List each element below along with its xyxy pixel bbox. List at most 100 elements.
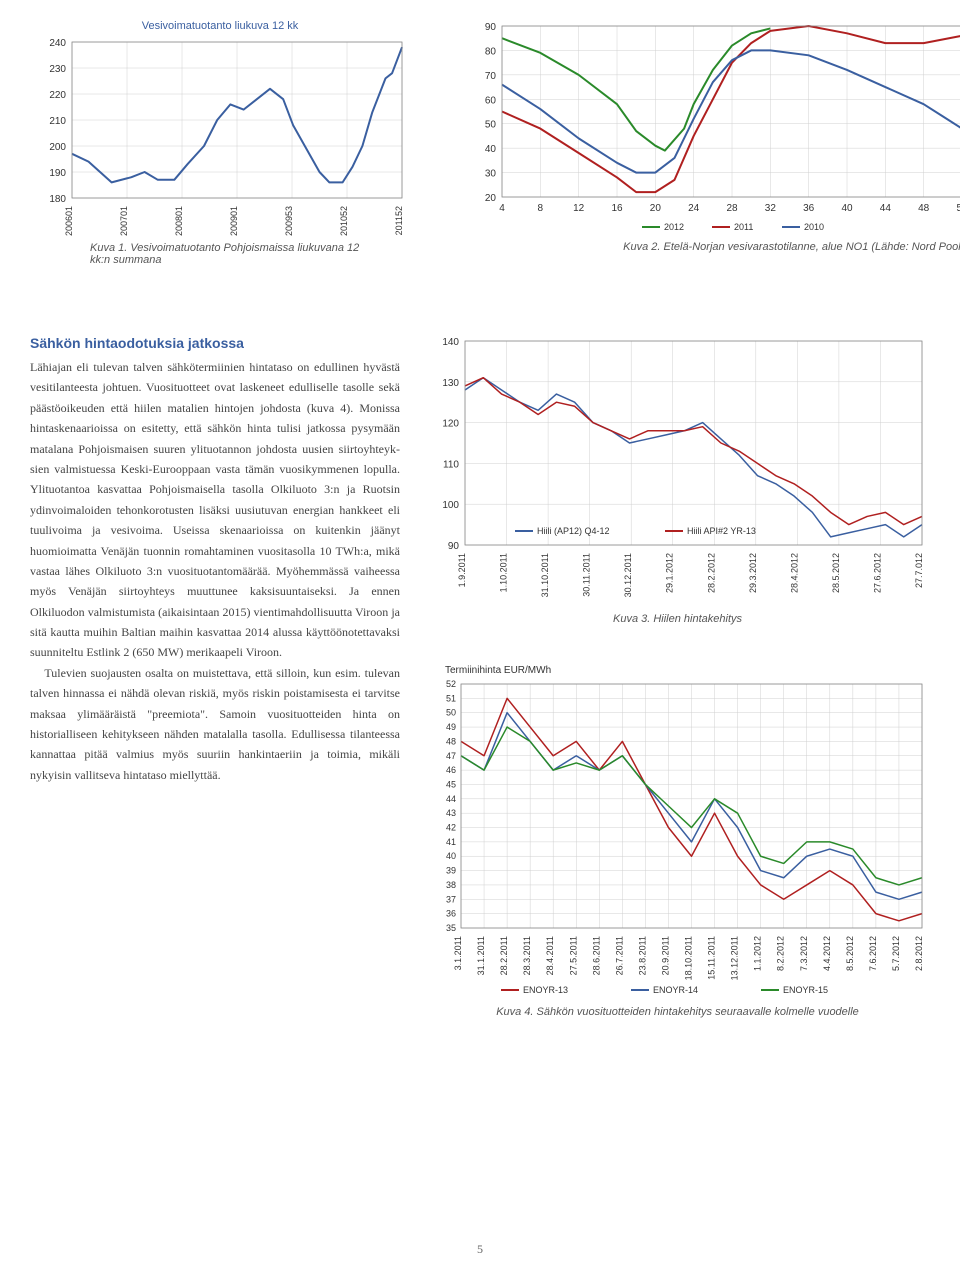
svg-text:27.5.2011: 27.5.2011: [568, 936, 578, 975]
svg-text:7.3.2012: 7.3.2012: [799, 936, 809, 971]
svg-text:28: 28: [726, 203, 738, 214]
paragraph-1: Lähiajan eli tulevan talven sähkötermii­…: [30, 357, 400, 663]
chart3-coal: 901001101201301401.9.20111.10.201131.10.…: [425, 335, 930, 625]
svg-text:48: 48: [918, 203, 930, 214]
svg-text:38: 38: [446, 880, 456, 890]
svg-text:140: 140: [442, 337, 459, 348]
svg-text:52: 52: [446, 679, 456, 689]
svg-text:200901: 200901: [229, 206, 239, 236]
svg-text:2011: 2011: [734, 222, 753, 232]
page-number: 5: [477, 1242, 483, 1257]
svg-text:42: 42: [446, 823, 456, 833]
svg-text:20: 20: [650, 203, 662, 214]
svg-text:200: 200: [49, 142, 66, 153]
chart4-caption: Kuva 4. Sähkön vuosituotteiden hintakehi…: [425, 1006, 930, 1018]
svg-text:20.9.2011: 20.9.2011: [660, 936, 670, 975]
svg-text:1.9.2011: 1.9.2011: [457, 553, 467, 587]
svg-text:27.7.012: 27.7.012: [914, 553, 924, 588]
svg-text:41: 41: [446, 837, 456, 847]
svg-text:8: 8: [538, 203, 544, 214]
svg-text:70: 70: [485, 71, 497, 82]
svg-text:23.8.2011: 23.8.2011: [637, 936, 647, 975]
svg-text:ENOYR-15: ENOYR-15: [783, 985, 828, 995]
svg-text:28.3.2011: 28.3.2011: [522, 936, 532, 975]
svg-text:13.12.2011: 13.12.2011: [730, 936, 740, 980]
chart1-title: Vesivoimatuotanto liukuva 12 kk: [30, 20, 410, 32]
svg-text:200701: 200701: [119, 206, 129, 236]
svg-text:28.6.2011: 28.6.2011: [591, 936, 601, 975]
svg-text:1.10.2011: 1.10.2011: [499, 553, 509, 592]
svg-text:20: 20: [485, 193, 497, 204]
chart2-svg: 2030405060708090481216202428323640444852…: [470, 20, 960, 235]
paragraph-2: Tulevien suojausten osalta on muistet­ta…: [30, 663, 400, 785]
svg-text:30: 30: [485, 169, 497, 180]
svg-text:100: 100: [442, 500, 459, 511]
svg-text:130: 130: [442, 378, 459, 389]
svg-text:26.7.2011: 26.7.2011: [614, 936, 624, 975]
svg-text:50: 50: [446, 708, 456, 718]
svg-text:36: 36: [803, 203, 815, 214]
svg-text:40: 40: [446, 851, 456, 861]
svg-text:240: 240: [49, 38, 66, 49]
svg-text:49: 49: [446, 722, 456, 732]
svg-text:110: 110: [443, 459, 459, 470]
svg-text:180: 180: [49, 194, 66, 205]
svg-text:27.6.2012: 27.6.2012: [872, 553, 882, 593]
svg-text:32: 32: [765, 203, 777, 214]
svg-text:43: 43: [446, 808, 456, 818]
svg-text:190: 190: [49, 168, 66, 179]
chart1-svg: 1801902002102202302402006012007012008012…: [30, 36, 410, 236]
svg-text:40: 40: [841, 203, 853, 214]
svg-text:39: 39: [446, 866, 456, 876]
svg-text:2010: 2010: [804, 222, 824, 232]
svg-text:ENOYR-14: ENOYR-14: [653, 985, 698, 995]
chart1-hydro: Vesivoimatuotanto liukuva 12 kk 180 190 20…: [30, 20, 410, 300]
svg-text:200601: 200601: [64, 206, 74, 236]
svg-text:7.6.2012: 7.6.2012: [868, 936, 878, 971]
svg-text:47: 47: [446, 751, 456, 761]
svg-text:Hiili (AP12) Q4-12: Hiili (AP12) Q4-12: [537, 526, 610, 536]
svg-text:18.10.2011: 18.10.2011: [684, 936, 694, 980]
svg-text:31.1.2011: 31.1.2011: [476, 936, 486, 975]
svg-text:2012: 2012: [664, 222, 684, 232]
svg-text:28.5.2012: 28.5.2012: [831, 553, 841, 593]
chart4-svg: 3536373839404142434445464748495051523.1.…: [425, 678, 930, 998]
chart3-caption: Kuva 3. Hiilen hintakehitys: [425, 613, 930, 625]
svg-text:28.2.2012: 28.2.2012: [706, 553, 716, 593]
svg-text:ENOYR-13: ENOYR-13: [523, 985, 568, 995]
svg-text:28.2.2011: 28.2.2011: [499, 936, 509, 975]
chart1-caption: Kuva 1. Vesivoimatuotanto Pohjoismaissa …: [90, 242, 370, 266]
svg-text:40: 40: [485, 144, 497, 155]
svg-text:30.11.2011: 30.11.2011: [582, 553, 592, 597]
svg-text:90: 90: [448, 541, 460, 552]
chart4-ytitle: Termiinihinta EUR/MWh: [445, 665, 930, 676]
svg-text:120: 120: [442, 419, 459, 430]
svg-text:200801: 200801: [174, 206, 184, 236]
svg-text:51: 51: [446, 693, 456, 703]
svg-text:12: 12: [573, 203, 585, 214]
svg-text:28.4.2012: 28.4.2012: [789, 553, 799, 593]
svg-text:200953: 200953: [284, 206, 294, 236]
svg-text:48: 48: [446, 736, 456, 746]
svg-text:44: 44: [880, 203, 892, 214]
svg-text:44: 44: [446, 794, 456, 804]
chart2-caption: Kuva 2. Etelä-Norjan vesivarastotilanne,…: [530, 241, 960, 253]
svg-text:80: 80: [485, 46, 497, 57]
svg-text:90: 90: [485, 22, 497, 33]
chart3-svg: 901001101201301401.9.20111.10.201131.10.…: [425, 335, 930, 605]
svg-text:4.4.2012: 4.4.2012: [822, 936, 832, 971]
svg-text:2.8.2012: 2.8.2012: [914, 936, 924, 971]
svg-text:37: 37: [446, 894, 456, 904]
svg-text:15.11.2011: 15.11.2011: [707, 936, 717, 980]
svg-text:29.1.2012: 29.1.2012: [665, 553, 675, 593]
svg-text:1.1.2012: 1.1.2012: [753, 936, 763, 971]
svg-text:36: 36: [446, 909, 456, 919]
svg-text:220: 220: [49, 90, 66, 101]
svg-text:35: 35: [446, 923, 456, 933]
svg-text:24: 24: [688, 203, 700, 214]
svg-text:8.2.2012: 8.2.2012: [776, 936, 786, 971]
svg-text:60: 60: [485, 95, 497, 106]
chart4-futures: Termiinihinta EUR/MWh 35 36 37 38 39 40 41 42 43…: [425, 665, 930, 1018]
svg-text:3.1.2011: 3.1.2011: [453, 936, 463, 970]
svg-text:29.3.2012: 29.3.2012: [748, 553, 758, 593]
